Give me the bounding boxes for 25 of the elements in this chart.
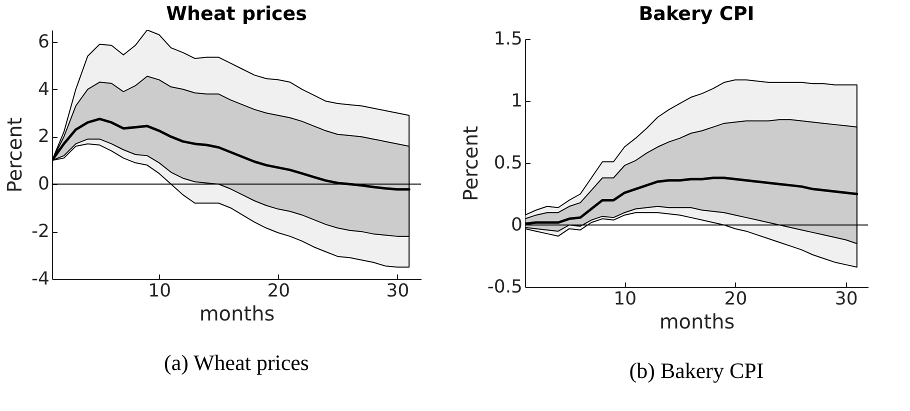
x-tick-label: 30 bbox=[834, 288, 858, 310]
y-tick-label: -0.5 bbox=[487, 276, 522, 298]
text: (b) Bakery CPI bbox=[629, 358, 764, 383]
x-tick-label: 10 bbox=[614, 288, 637, 310]
x-axis-title: months bbox=[659, 310, 735, 334]
y-tick-label: -4 bbox=[32, 268, 50, 290]
y-axis-title: Percent bbox=[2, 117, 27, 193]
chart-title: Bakery CPI bbox=[638, 3, 754, 25]
y-tick-label: 2 bbox=[38, 126, 50, 148]
x-tick-label: 10 bbox=[148, 280, 172, 302]
y-tick-label: 0.5 bbox=[494, 152, 522, 174]
y-tick-label: -2 bbox=[32, 221, 50, 242]
y-tick-label: 4 bbox=[38, 78, 50, 100]
x-tick-label: 20 bbox=[724, 288, 748, 310]
x-tick-label: 30 bbox=[386, 280, 410, 302]
x-axis-title: months bbox=[199, 302, 275, 326]
y-axis-title: Percent bbox=[458, 126, 482, 202]
y-tick-label: 0 bbox=[511, 214, 522, 236]
y-tick-label: 6 bbox=[38, 31, 50, 52]
y-tick-label: 1.5 bbox=[494, 28, 522, 50]
y-tick-label: 1 bbox=[511, 90, 522, 112]
x-tick-label: 20 bbox=[267, 280, 290, 302]
y-tick-label: 0 bbox=[38, 174, 50, 195]
text: (a) Wheat prices bbox=[164, 350, 309, 375]
chart-title: Wheat prices bbox=[166, 3, 307, 25]
